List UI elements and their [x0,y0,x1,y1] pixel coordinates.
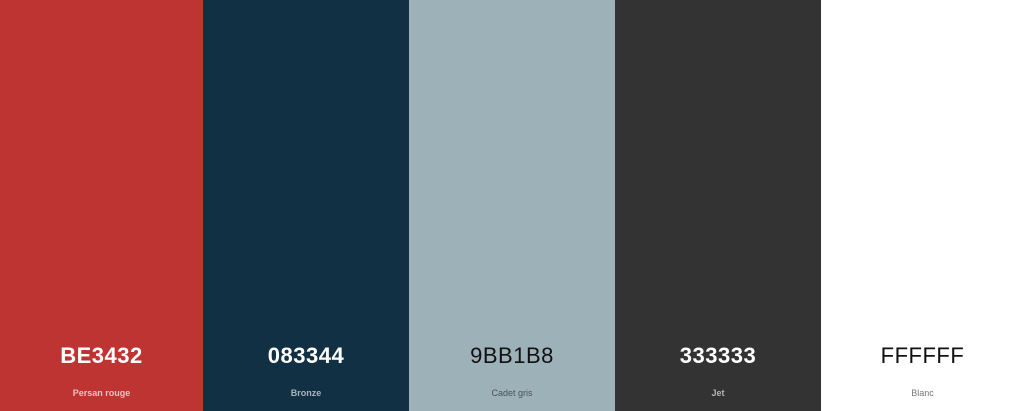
swatch-jet[interactable]: 333333 Jet [615,0,821,411]
swatch-blanc[interactable]: FFFFFF Blanc [821,0,1024,411]
swatch-hex-code[interactable]: 333333 [679,343,757,368]
swatch-color-name: Blanc [911,388,934,398]
swatch-hex-code[interactable]: 9BB1B8 [470,343,554,368]
swatch-color-name: Jet [711,388,725,398]
swatch-cadet-gris[interactable]: 9BB1B8 Cadet gris [409,0,615,411]
swatch-bronze[interactable]: 083344 Bronze [203,0,409,411]
swatch-persan-rouge[interactable]: BE3432 Persan rouge [0,0,203,411]
swatch-color-name: Cadet gris [491,388,533,398]
swatch-hex-code[interactable]: FFFFFF [880,343,965,368]
swatch-hex-code[interactable]: BE3432 [60,343,143,368]
swatch-color-name: Bronze [290,388,322,398]
swatch-color-name: Persan rouge [72,388,131,398]
swatch-hex-code[interactable]: 083344 [267,343,345,368]
